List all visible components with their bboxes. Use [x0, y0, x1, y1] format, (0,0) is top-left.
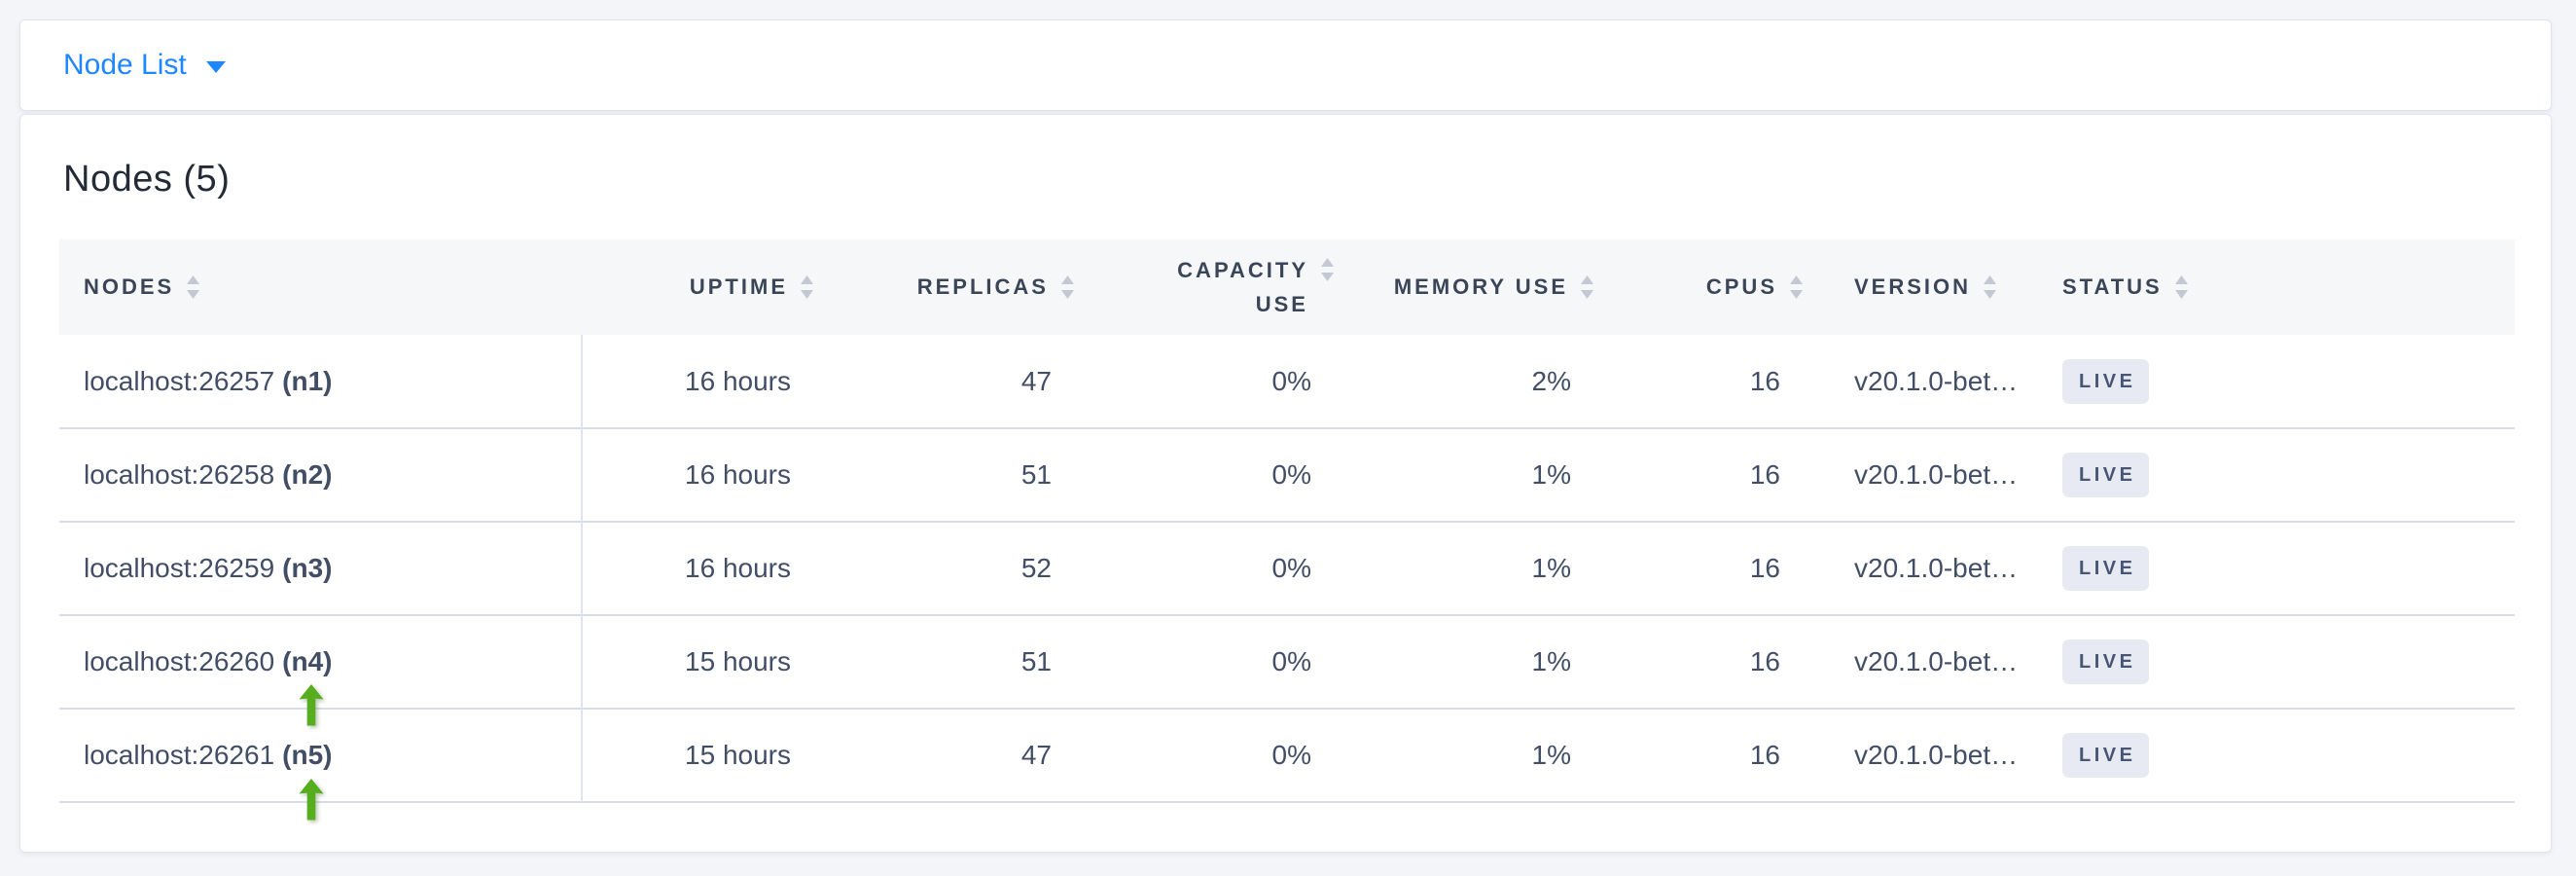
version-cell: v20.1.0-bet…: [1817, 522, 2034, 616]
cpus-cell: 16: [1608, 428, 1817, 523]
table-row: localhost:26258 (n2) 16 hours 51 0% 1% 16…: [59, 428, 2515, 523]
capacity-use-cell: 0%: [1089, 522, 1348, 616]
nodes-panel: Nodes (5) NODES UPTIME: [19, 114, 2552, 853]
version-cell: v20.1.0-bet…: [1817, 335, 2034, 429]
uptime-cell: 16 hours: [582, 428, 828, 523]
memory-use-cell: 1%: [1348, 615, 1608, 710]
memory-use-cell: 1%: [1348, 428, 1608, 523]
memory-use-cell: 1%: [1348, 522, 1608, 616]
node-address-cell: localhost:26257 (n1): [59, 335, 583, 429]
node-address-cell: localhost:26259 (n3): [59, 522, 583, 616]
table-header-row: NODES UPTIME REPLICAS: [59, 239, 2515, 335]
column-header-cpus[interactable]: CPUS: [1608, 239, 1817, 335]
version-cell: v20.1.0-bet…: [1817, 709, 2034, 803]
status-cell: LIVE: [2034, 522, 2515, 616]
page-title: Nodes (5): [63, 159, 231, 200]
status-badge: LIVE: [2062, 358, 2150, 404]
cpus-cell: 16: [1608, 709, 1817, 803]
node-address-cell: localhost:26258 (n2): [59, 428, 583, 523]
node-id: (n1): [282, 365, 333, 396]
replicas-cell: 51: [828, 615, 1089, 710]
node-id: (n5): [282, 740, 333, 770]
memory-use-cell: 1%: [1348, 709, 1608, 803]
node-id: (n4): [282, 646, 333, 676]
cpus-cell: 16: [1608, 615, 1817, 710]
column-header-capacity-use[interactable]: CAPACITY USE: [1089, 239, 1348, 335]
column-header-uptime[interactable]: UPTIME: [582, 239, 828, 335]
uptime-cell: 15 hours: [582, 615, 828, 710]
node-id: (n3): [282, 553, 333, 583]
node-address: localhost:26258: [84, 459, 275, 490]
sort-arrows-icon: [1983, 275, 1997, 299]
sort-arrows-icon: [1060, 275, 1075, 299]
table-row: localhost:26257 (n1) 16 hours 47 0% 2% 16…: [59, 335, 2515, 429]
uptime-cell: 16 hours: [582, 335, 828, 429]
status-badge: LIVE: [2062, 733, 2150, 778]
node-address: localhost:26261: [84, 740, 275, 770]
node-address: localhost:26257: [84, 365, 275, 396]
cpus-cell: 16: [1608, 522, 1817, 616]
sort-arrows-icon: [800, 275, 814, 299]
sort-arrows-icon: [1789, 275, 1804, 299]
sort-arrows-icon: [1320, 258, 1335, 281]
column-header-status[interactable]: STATUS: [2034, 239, 2515, 335]
node-address: localhost:26260: [84, 646, 275, 676]
status-cell: LIVE: [2034, 615, 2515, 710]
node-link[interactable]: localhost:26260 (n4): [84, 646, 332, 676]
nav-bar: Node List: [19, 19, 2552, 111]
uptime-cell: 15 hours: [582, 709, 828, 803]
capacity-use-cell: 0%: [1089, 335, 1348, 429]
caret-down-icon: [205, 60, 226, 73]
node-list-dropdown-label: Node List: [63, 49, 187, 81]
version-cell: v20.1.0-bet…: [1817, 428, 2034, 523]
status-cell: LIVE: [2034, 335, 2515, 429]
uptime-cell: 16 hours: [582, 522, 828, 616]
column-header-version[interactable]: VERSION: [1817, 239, 2034, 335]
arrow-up-icon: [298, 778, 325, 821]
table-row: localhost:26259 (n3) 16 hours 52 0% 1% 16…: [59, 522, 2515, 616]
capacity-use-cell: 0%: [1089, 428, 1348, 523]
cpus-cell: 16: [1608, 335, 1817, 429]
nodes-table: NODES UPTIME REPLICAS: [59, 239, 2515, 803]
status-badge: LIVE: [2062, 639, 2150, 684]
memory-use-cell: 2%: [1348, 335, 1608, 429]
version-cell: v20.1.0-bet…: [1817, 615, 2034, 710]
sort-arrows-icon: [186, 275, 200, 299]
column-header-memory-use[interactable]: MEMORY USE: [1348, 239, 1608, 335]
node-link[interactable]: localhost:26259 (n3): [84, 553, 332, 583]
node-address-cell: localhost:26261 (n5): [59, 709, 583, 803]
status-badge: LIVE: [2062, 453, 2150, 497]
capacity-use-cell: 0%: [1089, 709, 1348, 803]
column-header-replicas[interactable]: REPLICAS: [828, 239, 1089, 335]
sort-arrows-icon: [2174, 275, 2189, 299]
node-link[interactable]: localhost:26261 (n5): [84, 740, 332, 770]
replicas-cell: 47: [828, 709, 1089, 803]
replicas-cell: 51: [828, 428, 1089, 523]
status-badge: LIVE: [2062, 546, 2150, 591]
node-link[interactable]: localhost:26258 (n2): [84, 459, 332, 490]
capacity-use-cell: 0%: [1089, 615, 1348, 710]
status-cell: LIVE: [2034, 428, 2515, 523]
table-row: localhost:26260 (n4) 15 hours 51 0% 1% 16…: [59, 615, 2515, 710]
arrow-up-icon: [298, 683, 325, 726]
column-header-nodes[interactable]: NODES: [59, 239, 582, 335]
replicas-cell: 52: [828, 522, 1089, 616]
sort-arrows-icon: [1580, 275, 1594, 299]
node-id: (n2): [282, 459, 333, 490]
table-row: localhost:26261 (n5) 15 hours 47 0% 1% 16…: [59, 709, 2515, 803]
replicas-cell: 47: [828, 335, 1089, 429]
node-list-dropdown[interactable]: Node List: [63, 49, 226, 82]
node-address-cell: localhost:26260 (n4): [59, 615, 583, 710]
status-cell: LIVE: [2034, 709, 2515, 803]
node-link[interactable]: localhost:26257 (n1): [84, 366, 332, 396]
node-address: localhost:26259: [84, 553, 275, 583]
